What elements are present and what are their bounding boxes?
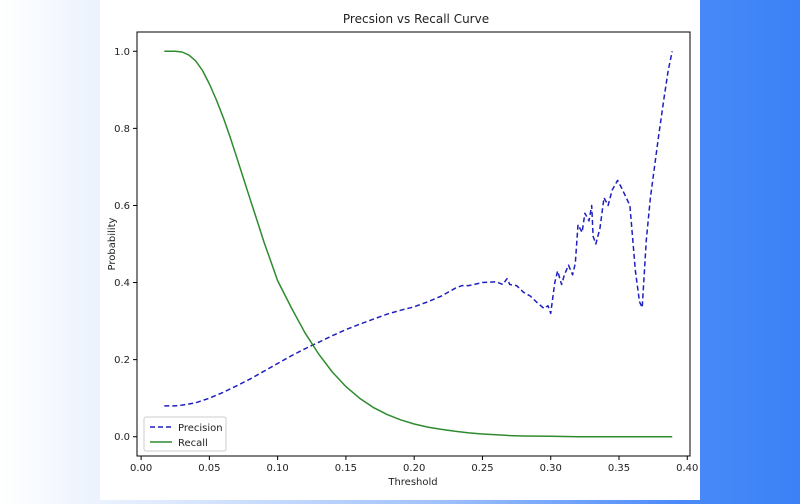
y-tick-label: 0.0 <box>114 432 130 443</box>
x-tick-label: 0.35 <box>608 463 630 474</box>
x-tick-label: 0.10 <box>267 463 289 474</box>
legend: Precision Recall <box>143 416 227 452</box>
series-layer <box>164 50 673 438</box>
legend-label-precision: Precision <box>178 423 223 434</box>
series-line-recall <box>164 50 673 438</box>
plot-area <box>136 31 691 457</box>
x-tick-label: 0.20 <box>403 463 425 474</box>
x-axis: 0.00 0.05 0.10 0.15 0.20 0.25 0.30 0.35 0.40 <box>130 456 698 474</box>
y-tick-label: 0.2 <box>114 355 130 366</box>
y-tick-label: 0.6 <box>114 201 130 212</box>
x-tick-label: 0.15 <box>335 463 357 474</box>
y-tick-label: 1.0 <box>114 47 130 58</box>
x-tick-label: 0.40 <box>676 463 698 474</box>
y-tick-label: 0.4 <box>114 278 130 289</box>
y-axis: 0.0 0.2 0.4 0.6 0.8 1.0 <box>114 47 137 443</box>
x-tick-label: 0.00 <box>130 463 152 474</box>
y-tick-label: 0.8 <box>114 124 130 135</box>
x-axis-title: Threshold <box>387 477 437 488</box>
series-line-precision <box>164 51 673 407</box>
x-tick-label: 0.05 <box>198 463 220 474</box>
chart-title: Precsion vs Recall Curve <box>343 12 489 26</box>
x-tick-label: 0.30 <box>540 463 562 474</box>
legend-label-recall: Recall <box>178 438 208 449</box>
y-axis-title: Probability <box>107 217 118 270</box>
x-tick-label: 0.25 <box>471 463 493 474</box>
